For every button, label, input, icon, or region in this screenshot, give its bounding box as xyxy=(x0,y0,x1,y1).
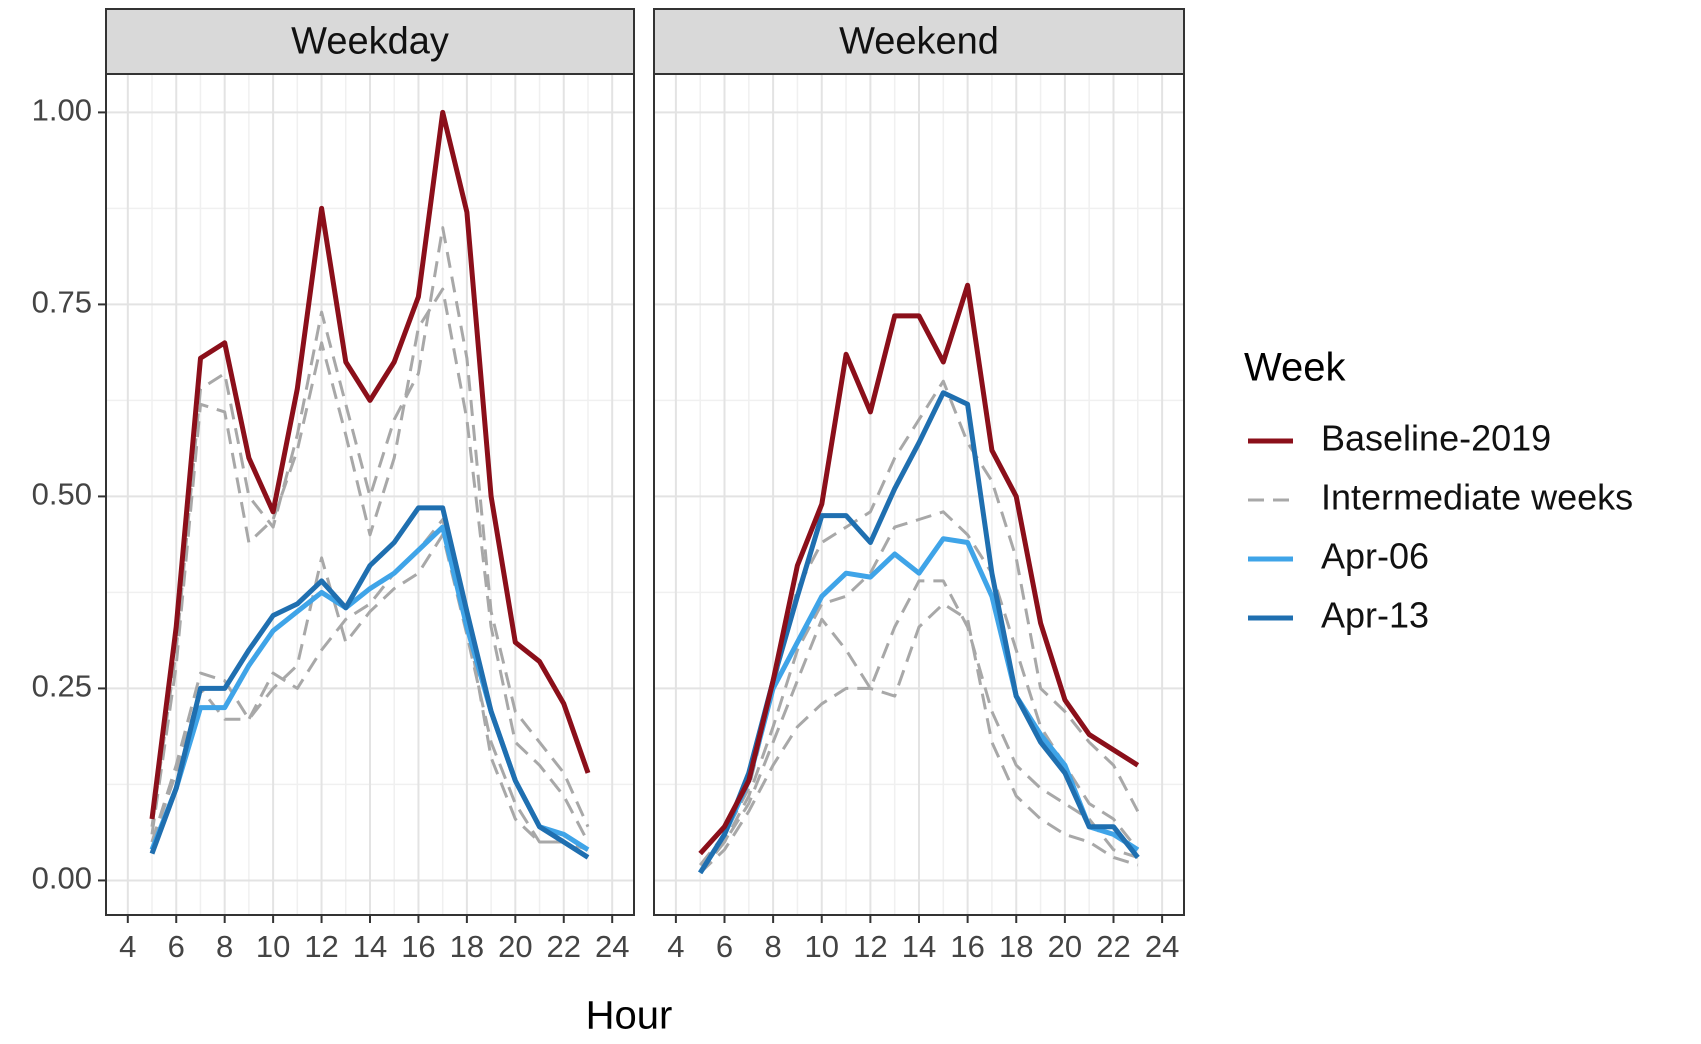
legend-label: Apr-13 xyxy=(1321,595,1429,636)
legend-label: Intermediate weeks xyxy=(1321,477,1633,518)
legend-title: Week xyxy=(1244,346,1347,390)
y-tick-label: 0.75 xyxy=(32,285,92,320)
series-line xyxy=(150,533,589,852)
series-line xyxy=(149,505,590,860)
x-tick-label: 12 xyxy=(853,929,887,964)
y-tick-label: 0.25 xyxy=(32,669,92,704)
x-tick-label: 6 xyxy=(716,929,733,964)
series-line xyxy=(150,518,589,859)
x-tick-label: 22 xyxy=(1096,929,1130,964)
x-tick-label: 4 xyxy=(667,929,684,964)
x-tick-label: 20 xyxy=(1048,929,1082,964)
facet-strip xyxy=(105,8,635,75)
x-tick-label: 10 xyxy=(805,929,839,964)
x-tick-label: 10 xyxy=(256,929,290,964)
x-tick-label: 22 xyxy=(547,929,581,964)
facet-strip xyxy=(653,8,1185,75)
y-tick-label: 1.00 xyxy=(32,93,92,128)
x-tick-label: 8 xyxy=(216,929,233,964)
x-tick-label: 8 xyxy=(765,929,782,964)
x-tick-label: 6 xyxy=(168,929,185,964)
x-tick-label: 16 xyxy=(401,929,435,964)
series-line xyxy=(150,226,590,828)
x-tick-label: 18 xyxy=(999,929,1033,964)
x-tick-label: 24 xyxy=(1145,929,1179,964)
y-tick-label: 0.00 xyxy=(32,861,92,896)
x-tick-label: 16 xyxy=(950,929,984,964)
x-tick-label: 20 xyxy=(498,929,532,964)
facet-title: Weekday xyxy=(291,21,449,63)
series-line xyxy=(698,282,1140,856)
x-tick-label: 18 xyxy=(450,929,484,964)
facet-title: Weekend xyxy=(839,21,999,63)
x-axis-label: Hour xyxy=(586,994,673,1038)
series-line xyxy=(699,602,1139,874)
series-line xyxy=(150,287,590,843)
legend-label: Baseline-2019 xyxy=(1321,418,1551,459)
x-tick-label: 14 xyxy=(353,929,387,964)
x-tick-label: 24 xyxy=(595,929,629,964)
x-tick-label: 14 xyxy=(902,929,936,964)
x-tick-label: 12 xyxy=(304,929,338,964)
series-line xyxy=(699,579,1139,874)
series-line xyxy=(699,379,1140,867)
x-tick-label: 4 xyxy=(119,929,136,964)
y-tick-label: 0.50 xyxy=(32,477,92,512)
legend-label: Apr-06 xyxy=(1321,536,1429,577)
series-line xyxy=(149,109,591,820)
